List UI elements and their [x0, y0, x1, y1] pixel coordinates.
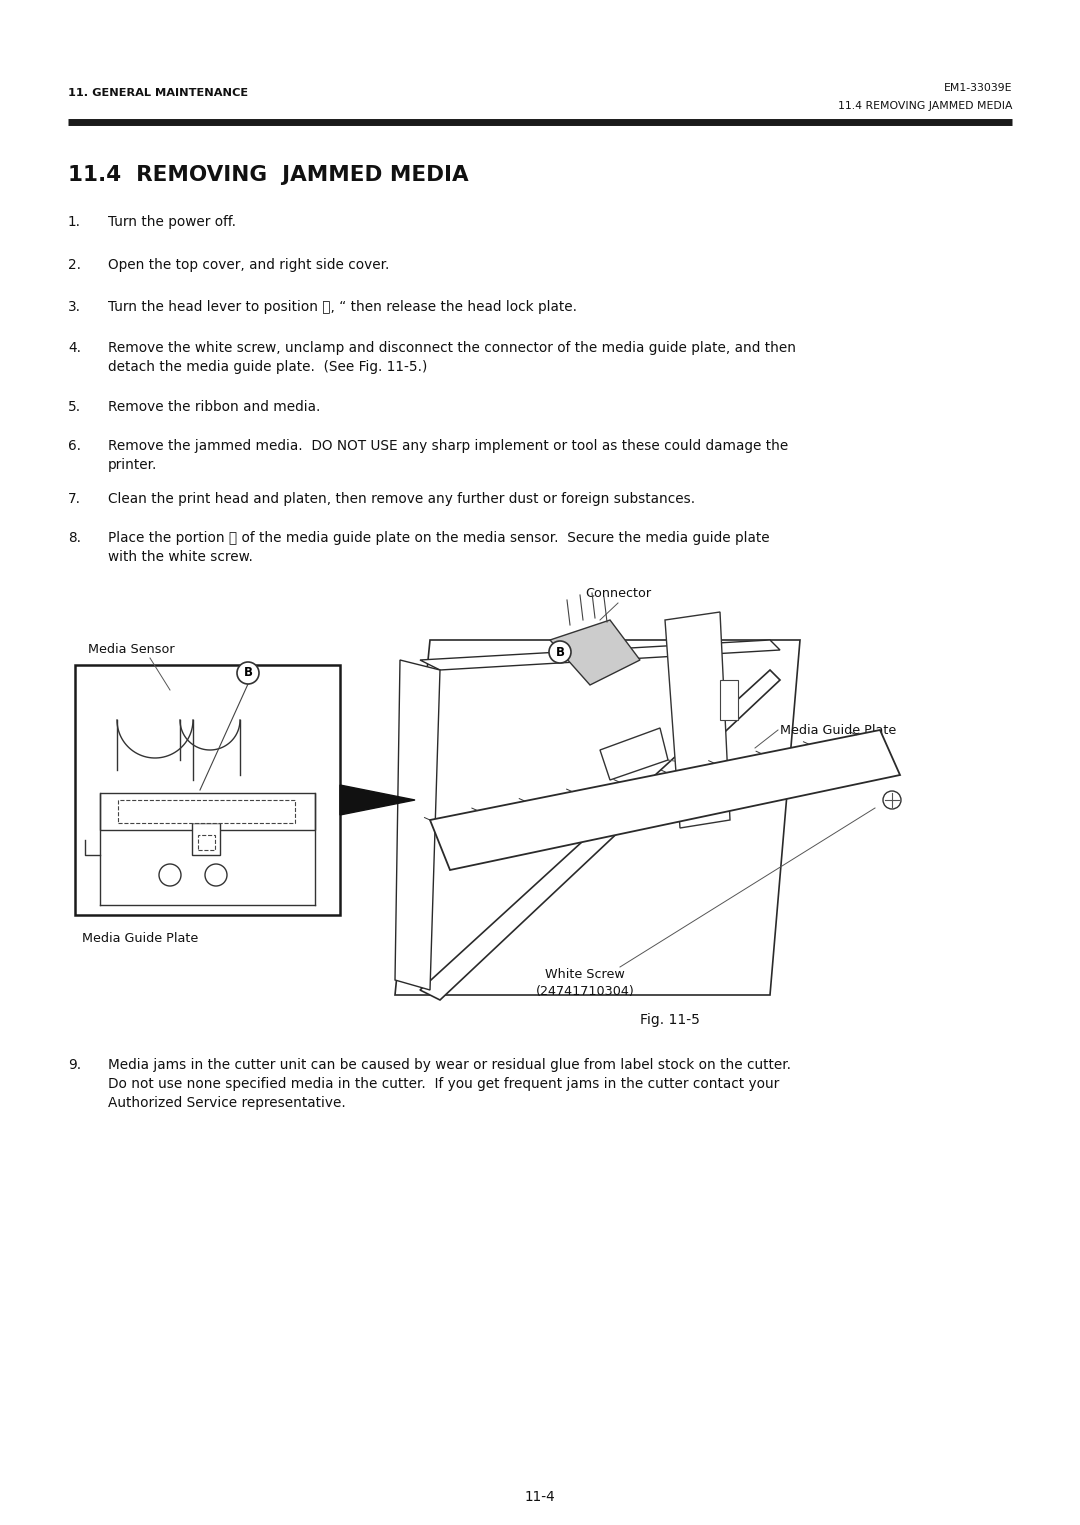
Text: Place the portion Ⓑ of the media guide plate on the media sensor.  Secure the me: Place the portion Ⓑ of the media guide p… — [108, 531, 770, 544]
Polygon shape — [395, 660, 440, 990]
Text: Do not use none specified media in the cutter.  If you get frequent jams in the : Do not use none specified media in the c… — [108, 1077, 780, 1090]
Circle shape — [237, 662, 259, 685]
Polygon shape — [395, 640, 800, 994]
Circle shape — [549, 640, 571, 663]
Text: Turn the power off.: Turn the power off. — [108, 215, 237, 229]
Polygon shape — [550, 621, 640, 685]
Text: EM1-33039E: EM1-33039E — [944, 82, 1012, 93]
Text: printer.: printer. — [108, 458, 158, 473]
Text: Turn the head lever to position Ⓒ, “ then release the head lock plate.: Turn the head lever to position Ⓒ, “ the… — [108, 300, 577, 314]
Text: Media Guide Plate: Media Guide Plate — [780, 723, 896, 737]
Bar — [75, 665, 340, 915]
Text: Remove the white screw, unclamp and disconnect the connector of the media guide : Remove the white screw, unclamp and disc… — [108, 342, 796, 355]
Text: White Screw: White Screw — [545, 968, 625, 981]
Text: Clamp: Clamp — [780, 772, 821, 784]
Text: 6.: 6. — [68, 439, 81, 453]
Circle shape — [205, 865, 227, 886]
Polygon shape — [600, 727, 669, 779]
Text: 4.: 4. — [68, 342, 81, 355]
Text: Clean the print head and platen, then remove any further dust or foreign substan: Clean the print head and platen, then re… — [108, 493, 696, 506]
Polygon shape — [665, 612, 730, 828]
Text: Remove the ribbon and media.: Remove the ribbon and media. — [108, 400, 321, 413]
Text: 2.: 2. — [68, 258, 81, 271]
Circle shape — [883, 791, 901, 808]
Text: 8.: 8. — [68, 531, 81, 544]
Bar — [720, 680, 738, 720]
Text: 9.: 9. — [68, 1058, 81, 1072]
Text: Media Guide Plate: Media Guide Plate — [82, 932, 199, 946]
Text: 11.4  REMOVING  JAMMED MEDIA: 11.4 REMOVING JAMMED MEDIA — [68, 165, 469, 185]
Text: B: B — [555, 645, 565, 659]
Text: with the white screw.: with the white screw. — [108, 551, 253, 564]
Text: 11. GENERAL MAINTENANCE: 11. GENERAL MAINTENANCE — [68, 88, 248, 98]
Text: 1.: 1. — [68, 215, 81, 229]
Text: Remove the jammed media.  DO NOT USE any sharp implement or tool as these could : Remove the jammed media. DO NOT USE any … — [108, 439, 788, 453]
Polygon shape — [420, 669, 780, 1000]
Circle shape — [159, 865, 181, 886]
Text: Media Sensor: Media Sensor — [87, 644, 175, 656]
Bar — [198, 836, 215, 849]
Text: 11-4: 11-4 — [525, 1490, 555, 1504]
Text: Open the top cover, and right side cover.: Open the top cover, and right side cover… — [108, 258, 390, 271]
Text: 11.4 REMOVING JAMMED MEDIA: 11.4 REMOVING JAMMED MEDIA — [837, 101, 1012, 111]
Text: 7.: 7. — [68, 493, 81, 506]
Polygon shape — [340, 785, 415, 814]
Bar — [118, 801, 295, 824]
Text: 5.: 5. — [68, 400, 81, 413]
Bar — [100, 793, 315, 830]
Text: Fig. 11-5: Fig. 11-5 — [640, 1013, 700, 1026]
Text: (24741710304): (24741710304) — [536, 985, 634, 997]
Polygon shape — [420, 640, 780, 669]
Text: 3.: 3. — [68, 300, 81, 314]
Polygon shape — [430, 730, 900, 869]
Text: Authorized Service representative.: Authorized Service representative. — [108, 1096, 346, 1110]
Text: Media jams in the cutter unit can be caused by wear or residual glue from label : Media jams in the cutter unit can be cau… — [108, 1058, 791, 1072]
Text: B: B — [243, 666, 253, 680]
Bar — [192, 824, 220, 856]
Text: detach the media guide plate.  (See Fig. 11-5.): detach the media guide plate. (See Fig. … — [108, 360, 428, 374]
Text: Connector: Connector — [585, 587, 651, 599]
